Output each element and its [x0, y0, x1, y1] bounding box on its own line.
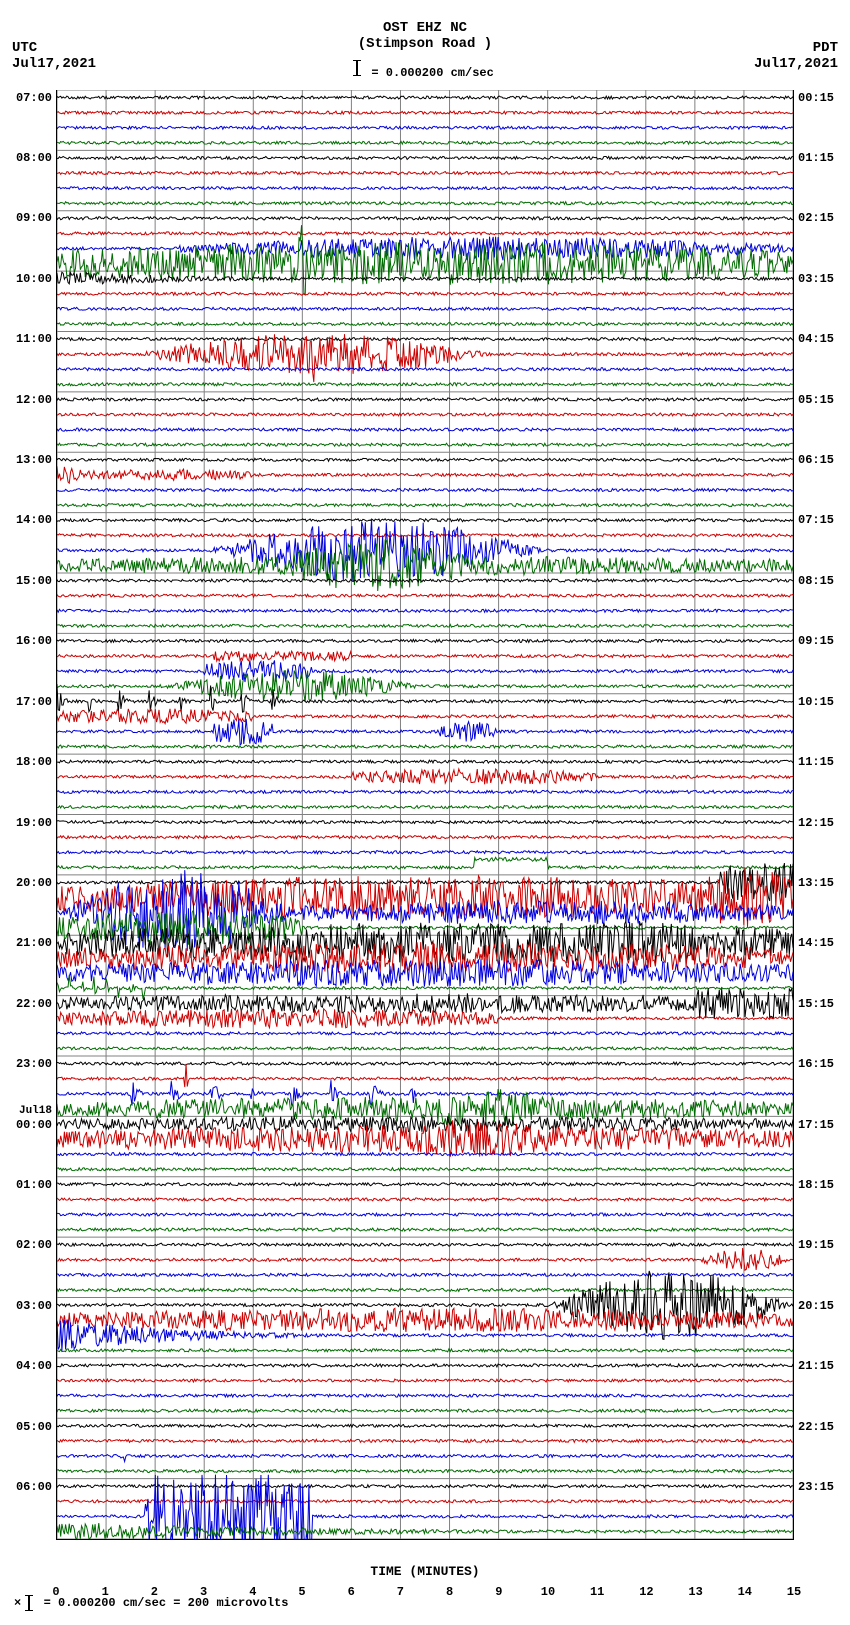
left-hour-label: 20:00 — [16, 876, 52, 890]
left-hour-label: 21:00 — [16, 936, 52, 950]
x-tick: 7 — [397, 1585, 404, 1599]
scale-text: = 0.000200 cm/sec — [371, 66, 493, 80]
right-hour-label: 20:15 — [798, 1299, 834, 1313]
x-tick: 9 — [495, 1585, 502, 1599]
right-hour-label: 13:15 — [798, 876, 834, 890]
left-hour-label: 09:00 — [16, 211, 52, 225]
date-right: Jul17,2021 — [754, 56, 838, 72]
footer-scale: × = 0.000200 cm/sec = 200 microvolts — [10, 1579, 840, 1615]
timezone-right: PDT — [813, 40, 838, 56]
left-hour-label: 19:00 — [16, 816, 52, 830]
x-axis-label: TIME (MINUTES) — [56, 1540, 794, 1579]
timezone-left: UTC — [12, 40, 37, 56]
right-hour-label: 07:15 — [798, 513, 834, 527]
footer-prefix: × — [14, 1596, 21, 1610]
left-hour-label: 16:00 — [16, 634, 52, 648]
left-hour-label: 07:00 — [16, 91, 52, 105]
left-hour-label: 01:00 — [16, 1178, 52, 1192]
left-hour-label: 13:00 — [16, 453, 52, 467]
right-hour-label: 03:15 — [798, 272, 834, 286]
x-tick: 8 — [446, 1585, 453, 1599]
right-hour-label: 06:15 — [798, 453, 834, 467]
left-hour-label: 04:00 — [16, 1359, 52, 1373]
left-hour-label: 00:00 — [16, 1118, 52, 1132]
footer-scale-bar-icon — [28, 1595, 30, 1611]
left-hour-label: 11:00 — [16, 332, 52, 346]
plot-area: 07:0008:0009:0010:0011:0012:0013:0014:00… — [56, 90, 794, 1579]
right-hour-label: 22:15 — [798, 1420, 834, 1434]
x-tick: 2 — [151, 1585, 158, 1599]
right-hour-label: 12:15 — [798, 816, 834, 830]
x-tick: 10 — [541, 1585, 555, 1599]
right-hour-label: 05:15 — [798, 393, 834, 407]
left-hour-label: 02:00 — [16, 1238, 52, 1252]
left-hour-label: 06:00 — [16, 1480, 52, 1494]
right-hour-label: 15:15 — [798, 997, 834, 1011]
left-hour-label: 18:00 — [16, 755, 52, 769]
right-hour-label: 08:15 — [798, 574, 834, 588]
right-hour-label: 18:15 — [798, 1178, 834, 1192]
right-hour-label: 09:15 — [798, 634, 834, 648]
x-tick: 4 — [249, 1585, 256, 1599]
x-tick: 11 — [590, 1585, 604, 1599]
x-tick: 6 — [348, 1585, 355, 1599]
station-code: OST EHZ NC — [10, 20, 840, 36]
right-hour-label: 11:15 — [798, 755, 834, 769]
right-hour-label: 02:15 — [798, 211, 834, 225]
date-left: Jul17,2021 — [12, 56, 96, 72]
x-tick: 1 — [102, 1585, 109, 1599]
left-hour-label: 23:00 — [16, 1057, 52, 1071]
left-hour-label: 08:00 — [16, 151, 52, 165]
header: OST EHZ NC (Stimpson Road ) = 0.000200 c… — [10, 20, 840, 90]
date-change-label: Jul18 — [19, 1105, 52, 1117]
heli-plot — [56, 90, 794, 1540]
x-tick: 12 — [639, 1585, 653, 1599]
x-tick: 15 — [787, 1585, 801, 1599]
x-tick: 5 — [298, 1585, 305, 1599]
station-name: (Stimpson Road ) — [10, 36, 840, 52]
right-hour-label: 04:15 — [798, 332, 834, 346]
scale-bar-icon — [356, 60, 358, 76]
x-tick: 0 — [52, 1585, 59, 1599]
plot-svg — [57, 90, 793, 1539]
left-hour-label: 03:00 — [16, 1299, 52, 1313]
page-root: OST EHZ NC (Stimpson Road ) = 0.000200 c… — [0, 0, 850, 1625]
right-hour-label: 23:15 — [798, 1480, 834, 1494]
x-tick: 14 — [738, 1585, 752, 1599]
right-hour-label: 21:15 — [798, 1359, 834, 1373]
right-hour-label: 01:15 — [798, 151, 834, 165]
right-hour-label: 19:15 — [798, 1238, 834, 1252]
left-hour-label: 22:00 — [16, 997, 52, 1011]
right-hour-label: 17:15 — [798, 1118, 834, 1132]
left-hour-label: 14:00 — [16, 513, 52, 527]
right-hour-label: 10:15 — [798, 695, 834, 709]
right-hour-label: 14:15 — [798, 936, 834, 950]
x-tick: 13 — [688, 1585, 702, 1599]
left-hour-label: 10:00 — [16, 272, 52, 286]
right-hour-label: 00:15 — [798, 91, 834, 105]
left-hour-label: 17:00 — [16, 695, 52, 709]
x-tick: 3 — [200, 1585, 207, 1599]
left-hour-label: 12:00 — [16, 393, 52, 407]
right-hour-label: 16:15 — [798, 1057, 834, 1071]
left-hour-label: 05:00 — [16, 1420, 52, 1434]
left-hour-label: 15:00 — [16, 574, 52, 588]
scale-indicator: = 0.000200 cm/sec — [10, 60, 840, 80]
